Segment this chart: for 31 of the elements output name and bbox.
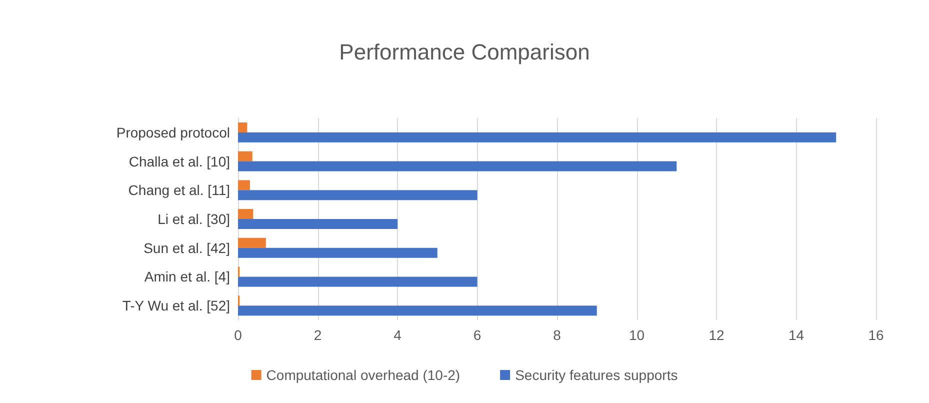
x-tick-label: 16 (868, 327, 884, 343)
bar (238, 180, 250, 190)
y-tick-label: Challa et al. [10] (128, 153, 230, 170)
bar (238, 190, 478, 200)
x-tick-label: 2 (314, 327, 322, 343)
bar (238, 219, 398, 229)
y-tick-label: Li et al. [30] (158, 211, 230, 227)
bar (238, 238, 266, 248)
x-tick-label: 10 (628, 327, 645, 343)
legend-label: Security features supports (515, 367, 678, 383)
y-tick-label: Chang et al. [11] (128, 182, 230, 198)
bar (238, 132, 836, 142)
bar (238, 248, 438, 258)
chart-title: Performance Comparison (339, 40, 590, 64)
bar (238, 151, 252, 162)
x-tick-label: 4 (394, 327, 402, 343)
x-tick-label: 12 (708, 327, 724, 343)
bar (238, 276, 478, 287)
bar (238, 122, 248, 132)
x-tick-label: 8 (553, 327, 562, 343)
y-tick-label: T-Y Wu et al. [52] (122, 298, 230, 314)
y-tick-label: Amin et al. [4] (144, 268, 230, 285)
bar (238, 306, 597, 316)
y-tick-label: Proposed protocol (116, 124, 230, 140)
legend-label: Computational overhead (10-2) (266, 367, 460, 383)
x-tick-label: 14 (788, 327, 804, 343)
x-tick-label: 0 (234, 327, 242, 343)
bar (238, 209, 254, 219)
x-tick-label: 6 (473, 327, 482, 343)
y-tick-label: Sun et al. [42] (144, 240, 230, 256)
bar (238, 161, 677, 172)
